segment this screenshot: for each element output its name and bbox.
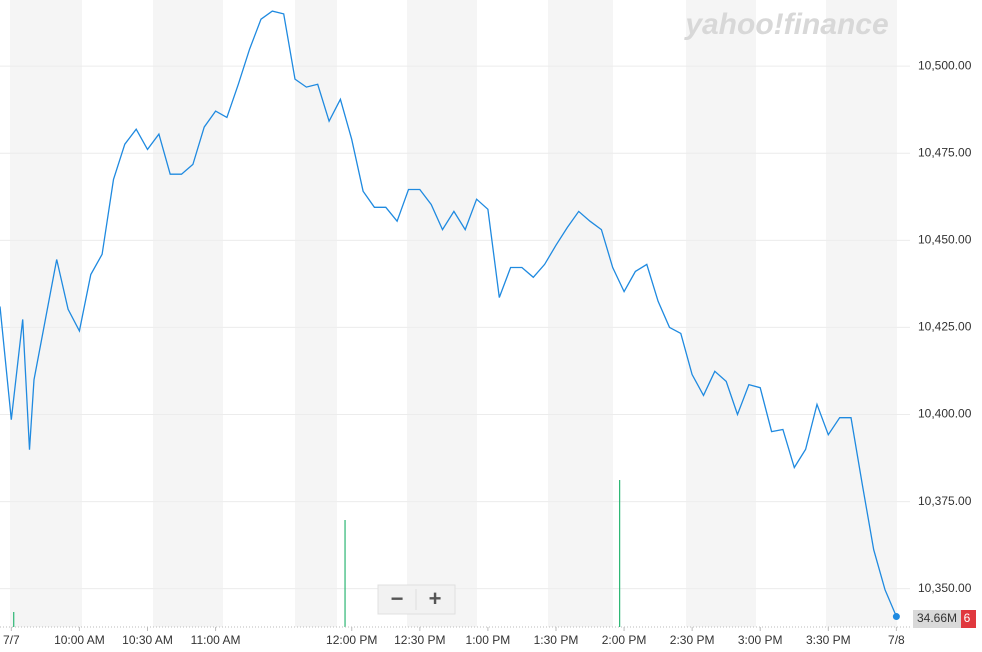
- x-tick-label: 11:00 AM: [191, 633, 241, 647]
- stripe: [548, 0, 613, 627]
- volume-tag: [913, 610, 961, 628]
- stripe: [407, 0, 477, 627]
- price-tag-text: 6: [964, 611, 971, 625]
- x-tick-label: 10:00 AM: [54, 633, 105, 647]
- stripe: [686, 0, 756, 627]
- x-tick-label: 12:30 PM: [394, 633, 445, 647]
- x-tick-label: 2:00 PM: [602, 633, 647, 647]
- y-tick-label: 10,375.00: [918, 494, 972, 508]
- y-tick-label: 10,400.00: [918, 407, 972, 421]
- zoom-in[interactable]: +: [429, 586, 442, 611]
- session-stripes: [10, 0, 897, 627]
- volume-bar: [619, 480, 621, 627]
- plot: [0, 10, 900, 621]
- x-tick-label: 1:30 PM: [534, 633, 579, 647]
- x-tick-label: 7/7: [3, 633, 20, 647]
- x-tick-label: 12:00 PM: [326, 633, 377, 647]
- volume-bar: [13, 612, 15, 627]
- stripe: [826, 0, 897, 627]
- price-line: [0, 10, 897, 617]
- volume-bar: [344, 520, 346, 627]
- x-tick-label: 2:30 PM: [670, 633, 715, 647]
- y-tick-label: 10,350.00: [918, 581, 972, 595]
- last-point: [892, 613, 900, 621]
- x-tick-label: 1:00 PM: [466, 633, 511, 647]
- stripe: [153, 0, 223, 627]
- x-tick-label: 7/8: [888, 633, 905, 647]
- price-tag: [958, 610, 976, 628]
- grid: [0, 65, 910, 590]
- x-tick-label: 3:30 PM: [806, 633, 851, 647]
- watermark: yahoo!finance: [683, 8, 888, 41]
- y-tick-label: 10,500.00: [918, 58, 972, 72]
- y-tick-label: 10,450.00: [918, 233, 972, 247]
- volume: [13, 480, 621, 627]
- axes: 10,350.00 10,375.00 10,400.00 10,425.00 10,4…: [3, 58, 972, 647]
- x-tick-label: 3:00 PM: [738, 633, 783, 647]
- zoom-out[interactable]: −: [391, 586, 404, 611]
- stripe: [295, 0, 337, 627]
- zoom-controls: − +: [377, 584, 456, 615]
- volume-tag-text: 34.66M: [917, 611, 957, 625]
- y-tick-label: 10,425.00: [918, 320, 972, 334]
- x-tick-label: 10:30 AM: [122, 633, 173, 647]
- y-tick-label: 10,475.00: [918, 145, 972, 159]
